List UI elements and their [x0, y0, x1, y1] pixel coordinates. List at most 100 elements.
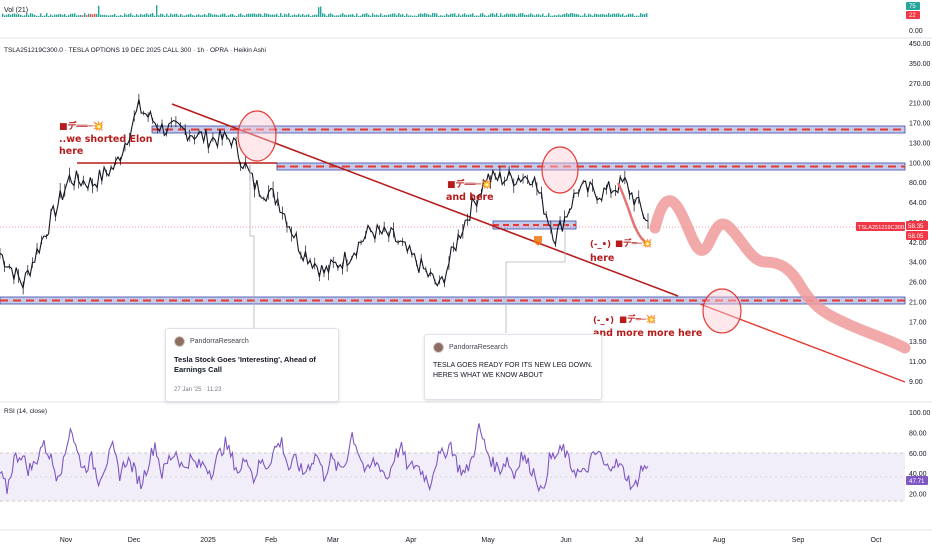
- volume-bar: [116, 15, 118, 17]
- time-tick-label: Apr: [406, 537, 418, 544]
- projection-trendline[interactable]: [699, 303, 906, 383]
- volume-bar: [176, 13, 178, 17]
- volume-bar: [606, 14, 608, 17]
- time-tick-label: Feb: [265, 537, 277, 544]
- annotation-3-text[interactable]: here: [590, 253, 614, 264]
- volume-bar: [264, 13, 266, 17]
- volume-bar: [104, 14, 106, 17]
- volume-bar: [312, 15, 314, 17]
- volume-bar: [208, 13, 210, 17]
- volume-bar: [148, 14, 150, 17]
- volume-bar: [554, 15, 556, 17]
- volume-bar: [266, 13, 268, 17]
- volume-bar: [334, 15, 336, 17]
- volume-bar: [8, 13, 10, 17]
- vol-badge-second: [906, 11, 920, 19]
- annotation-1-text-b[interactable]: here: [59, 146, 83, 157]
- idea-card-2-author[interactable]: PandorraResearch: [449, 344, 508, 351]
- volume-bar: [82, 15, 84, 17]
- volume-bar: [240, 13, 242, 17]
- volume-bar: [182, 15, 184, 17]
- volume-bar: [492, 13, 494, 17]
- volume-bar: [58, 14, 60, 17]
- zone-bottom[interactable]: [0, 296, 906, 305]
- volume-bar: [466, 14, 468, 17]
- price-tick-label: 210.00: [909, 101, 931, 108]
- annotation-1-text-a[interactable]: ..we shorted Elon: [59, 134, 153, 145]
- volume-bar: [144, 14, 146, 17]
- volume-bar: [108, 15, 110, 17]
- volume-bar: [210, 13, 212, 17]
- volume-bar: [62, 15, 64, 17]
- volume-bar: [16, 14, 18, 17]
- volume-bar: [226, 15, 228, 17]
- rsi-tick-label: 80.00: [909, 430, 927, 437]
- volume-bar: [276, 13, 278, 17]
- circle-marker-2[interactable]: [541, 146, 579, 194]
- annotation-1-symbol[interactable]: ■デ══─💥: [59, 120, 104, 132]
- volume-bar: [216, 14, 218, 17]
- idea-card-1[interactable]: PandorraResearch Tesla Stock Goes 'Inter…: [165, 328, 339, 402]
- volume-bar: [486, 15, 488, 17]
- volume-bar: [26, 13, 28, 17]
- volume-bar: [364, 13, 366, 17]
- volume-bar: [530, 13, 532, 17]
- volume-bar: [88, 13, 90, 17]
- annotation-2-text[interactable]: and here: [446, 192, 494, 203]
- zone-mid[interactable]: [276, 162, 906, 171]
- volume-bar: [318, 7, 320, 18]
- circle-marker-3[interactable]: [702, 288, 742, 334]
- volume-bar: [156, 5, 158, 18]
- circle-marker-1[interactable]: [237, 110, 277, 162]
- volume-bar: [272, 14, 274, 17]
- annotation-3-symbol[interactable]: ■デ═─💥: [615, 238, 653, 249]
- volume-bar: [236, 15, 238, 17]
- downtrend-line[interactable]: [171, 103, 679, 297]
- annotation-4-text[interactable]: and more more here: [593, 328, 702, 339]
- volume-bar: [200, 15, 202, 17]
- volume-bar: [436, 13, 438, 17]
- time-tick-label: Aug: [713, 537, 726, 544]
- volume-bar: [496, 13, 498, 17]
- volume-bar: [618, 13, 620, 17]
- volume-bar: [542, 13, 544, 17]
- volume-bar: [636, 15, 638, 17]
- idea-card-1-author[interactable]: PandorraResearch: [190, 338, 249, 345]
- annotation-4-face[interactable]: (-_•): [593, 316, 614, 326]
- annotation-3-face[interactable]: (-_•): [590, 240, 611, 250]
- zone-top[interactable]: [151, 125, 906, 134]
- volume-bar: [588, 13, 590, 17]
- volume-bar: [224, 13, 226, 17]
- idea-card-2-title[interactable]: TESLA GOES READY FOR ITS NEW LEG DOWN. H…: [433, 362, 593, 379]
- volume-bar: [134, 15, 136, 17]
- volume-bar: [192, 15, 194, 17]
- volume-bar: [12, 13, 14, 17]
- volume-bar: [552, 15, 554, 17]
- price-axis-panel: [905, 0, 932, 550]
- vol-badge-second-text: 22: [909, 13, 916, 19]
- annotation-4-symbol[interactable]: ■デ═─💥: [619, 314, 657, 325]
- volume-bar: [150, 13, 152, 17]
- volume-bar: [86, 15, 88, 17]
- volume-bar: [376, 14, 378, 17]
- price-tick-label: 13.50: [909, 339, 927, 346]
- volume-bar: [160, 13, 162, 17]
- time-axis[interactable]: Nov Dec 2025 Feb Mar Apr May Jun Jul Aug Sep Oct: [60, 537, 882, 544]
- volume-bar: [218, 15, 220, 17]
- projected-price-path[interactable]: [649, 195, 911, 354]
- price-tick-label: 21.00: [909, 299, 927, 306]
- idea-card-2[interactable]: PandorraResearch TESLA GOES READY FOR IT…: [424, 334, 602, 400]
- annotation-2-symbol[interactable]: ■デ══─💥: [447, 178, 492, 190]
- volume-bar: [146, 13, 148, 17]
- time-tick-label: Sep: [792, 537, 805, 544]
- volume-bar: [206, 15, 208, 17]
- volume-bar: [454, 13, 456, 17]
- time-tick-label: Oct: [871, 537, 882, 544]
- volume-bar: [434, 13, 436, 17]
- idea-2-flag[interactable]: [534, 236, 542, 246]
- volume-bar: [424, 13, 426, 17]
- volume-bar: [158, 15, 160, 17]
- idea-card-1-title[interactable]: Tesla Stock Goes 'Interesting', Ahead of…: [174, 355, 316, 374]
- volume-bar: [474, 15, 476, 17]
